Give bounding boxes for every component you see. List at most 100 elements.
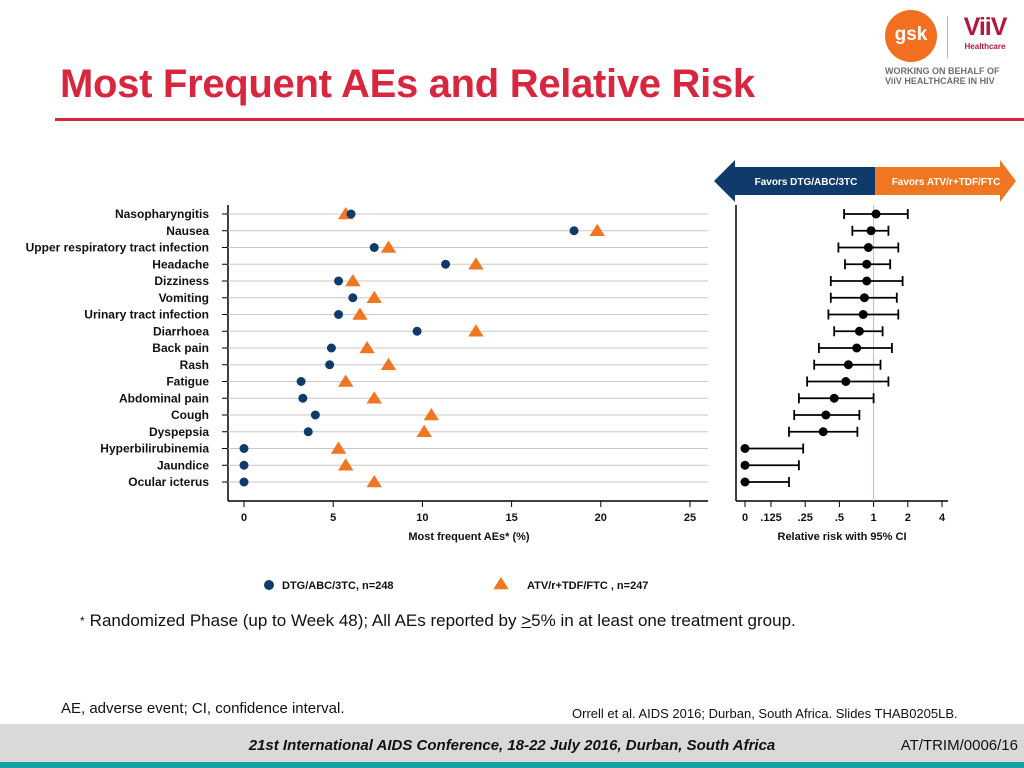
- logo-divider: [947, 16, 948, 58]
- rr-point: [821, 410, 831, 420]
- abbreviations: AE, adverse event; CI, confidence interv…: [61, 700, 345, 717]
- rr-point: [859, 293, 869, 303]
- atv-triangle-marker: [423, 408, 440, 421]
- footer-stripe: [0, 762, 1024, 768]
- atv-triangle-marker: [380, 240, 397, 253]
- category-label: Dyspepsia: [149, 425, 209, 439]
- atv-triangle-marker: [468, 324, 484, 337]
- right-x-tick-label: 2: [905, 512, 911, 524]
- atv-triangle-marker: [380, 357, 397, 370]
- rr-point: [866, 226, 876, 236]
- dtg-dot-marker: [334, 310, 344, 319]
- rr-point: [854, 326, 864, 336]
- left-x-tick-label: 10: [416, 512, 428, 524]
- viiv-wordmark: ViiV: [963, 13, 1008, 41]
- favors-left-arrow: [714, 160, 875, 202]
- atv-triangle-marker: [366, 290, 382, 303]
- dtg-dot-marker: [346, 209, 356, 219]
- rr-point: [862, 276, 872, 286]
- dtg-dot-marker: [310, 410, 320, 420]
- right-x-tick-label: .25: [798, 512, 813, 524]
- category-label: Ocular icterus: [128, 475, 209, 489]
- dtg-dot-marker: [348, 293, 358, 303]
- left-x-tick-label: 25: [684, 512, 696, 524]
- rr-point: [740, 460, 750, 470]
- dtg-dot-marker: [296, 377, 306, 386]
- rr-point: [841, 377, 851, 386]
- right-x-tick-label: 0: [742, 512, 748, 524]
- dtg-dot-marker: [334, 276, 344, 286]
- legend-dtg-label: DTG/ABC/3TC, n=248: [282, 580, 394, 592]
- gsk-logo: gsk: [885, 10, 937, 62]
- atv-triangle-marker: [589, 223, 605, 236]
- rr-point: [740, 444, 750, 453]
- dtg-dot-marker: [569, 226, 579, 236]
- right-x-tick-label: 4: [939, 512, 946, 524]
- category-label: Dizziness: [154, 274, 209, 288]
- category-label: Headache: [152, 257, 209, 271]
- favors-right-label: Favors ATV/r+TDF/FTC: [892, 177, 1001, 188]
- dtg-dot-marker: [239, 444, 249, 453]
- left-x-tick-label: 0: [241, 512, 247, 524]
- dtg-dot-marker: [239, 477, 249, 487]
- rr-point: [843, 360, 853, 370]
- right-x-tick-label: .5: [835, 512, 844, 524]
- category-label: Rash: [180, 358, 209, 372]
- atv-triangle-marker: [345, 274, 361, 287]
- category-label: Cough: [171, 408, 209, 422]
- rr-point: [863, 243, 873, 252]
- atv-triangle-marker: [330, 441, 347, 454]
- viiv-logo: ViiV Healthcare: [955, 12, 1015, 64]
- footnote-text-pre: Randomized Phase (up to Week 48); All AE…: [89, 611, 522, 630]
- left-x-tick-label: 20: [595, 512, 607, 524]
- atv-triangle-marker: [352, 307, 368, 320]
- dtg-dot-marker: [298, 393, 308, 403]
- category-label: Diarrhoea: [153, 324, 209, 338]
- legend-atv-label: ATV/r+TDF/FTC , n=247: [527, 580, 648, 592]
- logo-tagline-line-2: ViiV HEALTHCARE IN HIV: [885, 76, 995, 86]
- logo-tagline-line-1: WORKING ON BEHALF OF: [885, 66, 1000, 76]
- title-rule: [55, 118, 1024, 121]
- footnote-ge: >: [521, 611, 532, 630]
- right-x-tick-label: 1: [871, 512, 877, 524]
- left-x-tick-label: 15: [505, 512, 517, 524]
- rr-point: [871, 209, 881, 219]
- category-label: Back pain: [152, 341, 209, 355]
- atv-triangle-marker: [468, 257, 484, 270]
- dtg-dot-marker: [325, 360, 335, 370]
- dtg-dot-marker: [441, 259, 451, 269]
- logo-tagline: WORKING ON BEHALF OF ViiV HEALTHCARE IN …: [885, 66, 1024, 86]
- category-label: Upper respiratory tract infection: [26, 241, 209, 255]
- atv-triangle-marker: [337, 374, 354, 387]
- dtg-dot-marker: [239, 460, 249, 470]
- favors-right-arrow: [875, 160, 1016, 202]
- category-label: Fatigue: [166, 375, 209, 389]
- atv-triangle-marker: [359, 341, 375, 354]
- footer-bar: [0, 724, 1024, 762]
- rr-point: [862, 259, 872, 269]
- footnote-text-post: 5% in at least one treatment group.: [531, 611, 796, 630]
- rr-point: [852, 343, 862, 353]
- right-x-tick-label: .125: [760, 512, 781, 524]
- category-label: Abdominal pain: [119, 391, 209, 405]
- rr-point: [829, 393, 839, 403]
- atv-triangle-marker: [366, 475, 382, 488]
- atv-triangle-marker: [366, 391, 382, 404]
- dtg-dot-marker: [326, 343, 336, 353]
- category-label: Urinary tract infection: [84, 308, 209, 322]
- footer-code: AT/TRIM/0006/16: [900, 737, 1018, 754]
- category-label: Vomiting: [159, 291, 209, 305]
- rr-point: [740, 477, 750, 487]
- left-x-axis-label: Most frequent AEs* (%): [408, 531, 530, 543]
- footnote-star: *: [80, 614, 85, 628]
- dtg-dot-marker: [412, 326, 422, 336]
- reference: Orrell et al. AIDS 2016; Durban, South A…: [572, 706, 958, 721]
- category-label: Jaundice: [157, 458, 209, 472]
- right-x-axis-label: Relative risk with 95% CI: [778, 531, 907, 543]
- rr-point: [858, 310, 868, 319]
- atv-triangle-marker: [337, 458, 354, 471]
- category-label: Nausea: [166, 224, 209, 238]
- ae-chart-figure: Nasopharyngitis Nausea Upper respiratory t…: [26, 160, 1016, 592]
- category-label: Nasopharyngitis: [115, 207, 209, 221]
- slide-title: Most Frequent AEs and Relative Risk: [60, 62, 755, 106]
